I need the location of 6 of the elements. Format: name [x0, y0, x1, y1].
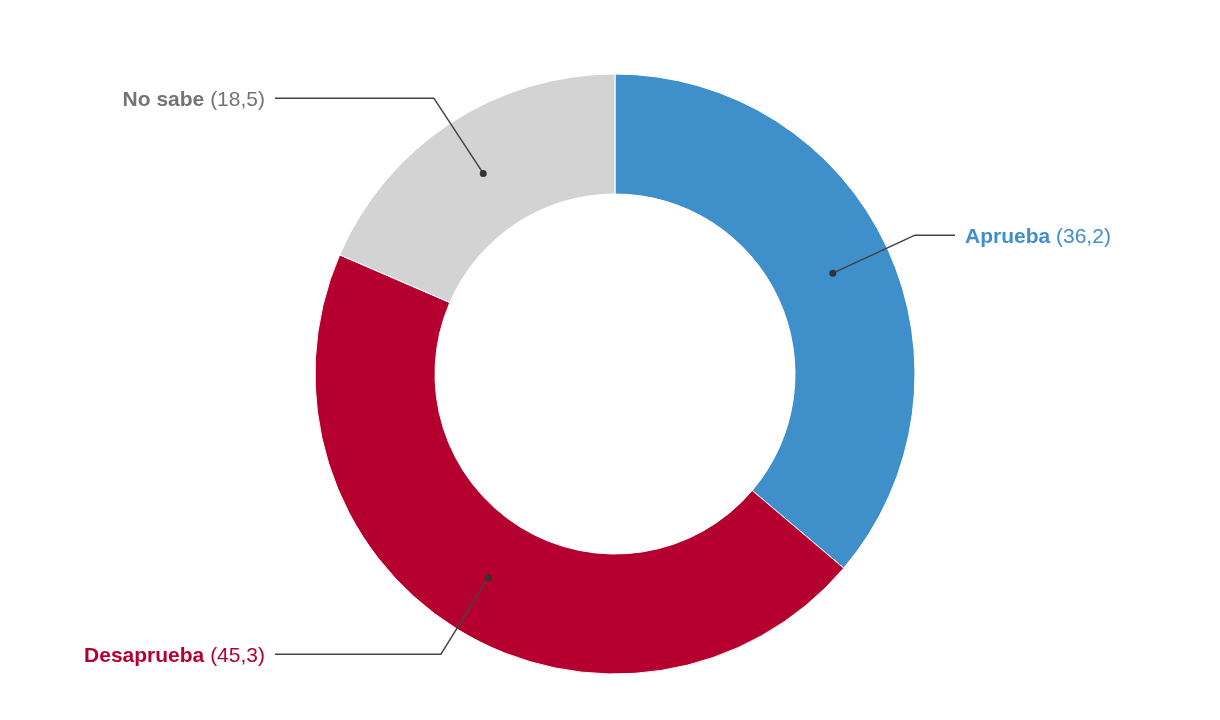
slice-label: No sabe	[122, 86, 205, 110]
data-label: (18,5)	[204, 86, 265, 110]
slice-label: Aprueba	[965, 223, 1051, 247]
data-label: (45,3)	[204, 642, 265, 666]
slice-label: Desaprueba	[84, 642, 205, 666]
data-label: (36,2)	[1050, 223, 1111, 247]
